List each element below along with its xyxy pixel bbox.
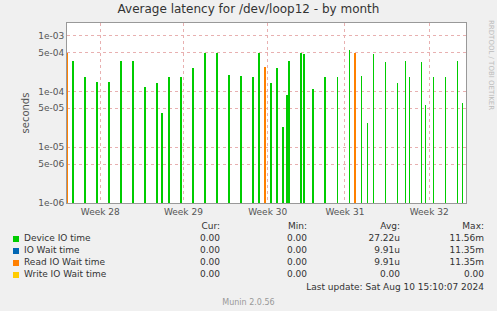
html-text:0.00: 0.00 xyxy=(200,233,220,243)
html-text:0.00: 0.00 xyxy=(287,245,307,255)
html-text:27.22u: 27.22u xyxy=(368,233,400,243)
html-text:0.00: 0.00 xyxy=(287,233,307,243)
html-text:Min:: Min: xyxy=(288,221,307,231)
html-text:0.00: 0.00 xyxy=(200,257,220,267)
html-text:Cur:: Cur: xyxy=(201,221,220,231)
svg-text:1e-04: 1e-04 xyxy=(38,87,64,97)
svg-text:Week 29: Week 29 xyxy=(164,207,203,217)
html-text:9.91u: 9.91u xyxy=(374,257,400,267)
html-text:Max:: Max: xyxy=(462,221,484,231)
html-text:0.00: 0.00 xyxy=(464,269,484,279)
html-text:Avg:: Avg: xyxy=(380,221,400,231)
html-text:11.56m: 11.56m xyxy=(449,233,484,243)
html-text:Munin 2.0.56: Munin 2.0.56 xyxy=(222,298,275,307)
html-text:0.00: 0.00 xyxy=(200,245,220,255)
html-text:11.35m: 11.35m xyxy=(449,245,484,255)
svg-text:5e-05: 5e-05 xyxy=(38,103,64,113)
html-text:0.00: 0.00 xyxy=(380,269,400,279)
svg-text:Week 31: Week 31 xyxy=(325,207,364,217)
svg-text:1e-03: 1e-03 xyxy=(38,31,64,41)
svg-text:5e-06: 5e-06 xyxy=(38,159,64,169)
svg-text:5e-04: 5e-04 xyxy=(38,48,64,58)
html-text:Read IO Wait time: Read IO Wait time xyxy=(24,257,106,267)
html-text:0.00: 0.00 xyxy=(287,257,307,267)
html-text:0.00: 0.00 xyxy=(287,269,307,279)
svg-text:Week 28: Week 28 xyxy=(81,207,120,217)
svg-text:1e-05: 1e-05 xyxy=(38,142,64,152)
html-text:Write IO Wait time: Write IO Wait time xyxy=(24,269,107,279)
html-text:0.00: 0.00 xyxy=(200,269,220,279)
html-text:9.91u: 9.91u xyxy=(374,245,400,255)
html-text:11.35m: 11.35m xyxy=(449,257,484,267)
svg-text:Week 32: Week 32 xyxy=(410,207,449,217)
html-text:Last update: Sat Aug 10 15:10:: Last update: Sat Aug 10 15:10:07 2024 xyxy=(306,282,484,292)
html-text:Device IO time: Device IO time xyxy=(24,233,91,243)
svg-text:seconds: seconds xyxy=(20,93,31,134)
svg-text:1e-06: 1e-06 xyxy=(38,198,64,208)
svg-text:Week 30: Week 30 xyxy=(248,207,287,217)
html-text:IO Wait time: IO Wait time xyxy=(24,245,80,255)
svg-text:Average latency for /dev/loop1: Average latency for /dev/loop12 - by mon… xyxy=(118,2,380,16)
html-text:RRDTOOL / TOBI OETIKER: RRDTOOL / TOBI OETIKER xyxy=(487,20,495,111)
